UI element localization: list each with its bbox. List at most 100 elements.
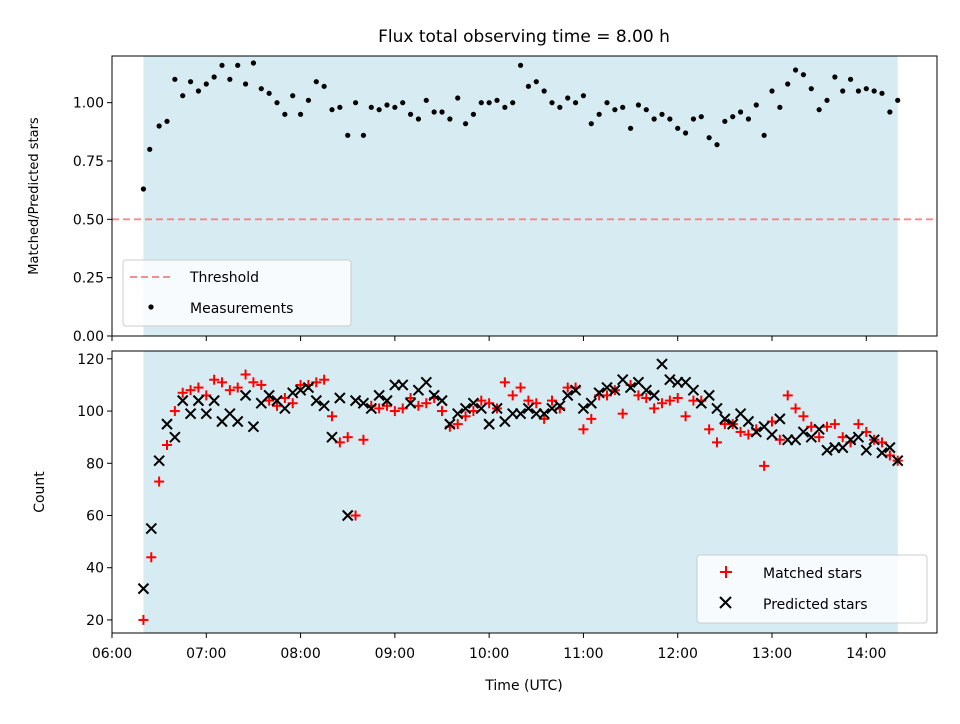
predicted-point	[585, 397, 597, 409]
measurement-point	[659, 111, 665, 117]
predicted-point	[892, 454, 904, 467]
measurement-point	[667, 116, 673, 122]
matched-point	[515, 382, 526, 393]
predicted-point	[381, 394, 393, 407]
measurement-point	[470, 111, 477, 117]
measurement-point	[785, 81, 791, 87]
predicted-point	[624, 381, 637, 394]
matched-point	[712, 437, 722, 448]
predicted-point	[145, 522, 157, 535]
bottom-legend: Matched stars Predicted stars	[696, 554, 928, 624]
measurement-point	[745, 116, 752, 122]
predicted-point	[200, 407, 212, 420]
matched-point	[162, 440, 172, 450]
measurement-point	[250, 60, 257, 66]
measurement-point	[510, 100, 516, 106]
predicted-point	[302, 381, 315, 394]
matched-point	[814, 432, 825, 443]
predicted-point	[177, 394, 189, 407]
predicted-point	[279, 402, 291, 415]
predicted-point	[656, 358, 668, 370]
measurement-point	[879, 90, 885, 96]
top-points	[140, 60, 901, 192]
measurement-point	[266, 90, 272, 96]
measurement-point	[337, 104, 343, 110]
predicted-point	[357, 397, 370, 409]
matched-point	[413, 400, 424, 411]
matched-point	[382, 400, 392, 411]
measurement-point	[753, 102, 759, 108]
matched-point	[476, 395, 487, 406]
measurement-point	[816, 107, 822, 113]
measurement-point	[800, 72, 807, 78]
measurement-point	[572, 100, 579, 106]
measurement-point	[887, 109, 893, 115]
bottom-y-tick-label: 80	[86, 456, 104, 472]
measurement-point	[777, 104, 783, 110]
predicted-points	[137, 358, 904, 595]
top-y-tick-label: 0.00	[73, 329, 104, 345]
measurement-point	[565, 95, 571, 101]
measurement-point	[627, 125, 634, 131]
bottom-x-tick-label: 07:00	[186, 646, 226, 662]
bottom-x-tick-label: 10:00	[469, 646, 509, 662]
predicted-point	[294, 384, 307, 396]
measurement-point	[274, 100, 280, 106]
predicted-point	[169, 431, 181, 443]
predicted-point	[232, 415, 244, 428]
predicted-point	[719, 413, 731, 425]
predicted-point	[326, 431, 338, 443]
measurement-point	[651, 116, 657, 122]
measurement-point	[714, 142, 720, 148]
matched-point	[468, 406, 479, 417]
predicted-point	[821, 444, 833, 456]
predicted-point	[703, 389, 715, 402]
matched-point	[146, 552, 157, 563]
predicted-point	[593, 387, 605, 399]
measurement-point	[180, 93, 186, 99]
top-axes-frame	[111, 55, 938, 337]
measurement-point	[612, 107, 618, 113]
bottom-x-tick-label: 14:00	[846, 646, 886, 662]
predicted-point	[797, 426, 810, 438]
measurement-point	[423, 97, 429, 103]
matched-point	[837, 432, 848, 443]
predicted-point	[459, 402, 472, 415]
measurement-point	[297, 111, 304, 117]
matched-point	[759, 460, 770, 471]
matched-point	[374, 403, 385, 414]
predicted-point	[876, 447, 888, 459]
predicted-point	[491, 402, 503, 415]
measurement-point	[769, 88, 775, 94]
matched-point	[319, 374, 330, 385]
measurement-point	[588, 121, 594, 127]
bottom-x-tick-label: 13:00	[752, 646, 792, 662]
measurement-point	[376, 107, 382, 113]
matched-point	[389, 406, 400, 417]
measurement-point	[737, 109, 744, 115]
matched-point	[704, 424, 715, 435]
predicted-point	[813, 423, 825, 436]
measurement-point	[635, 102, 642, 108]
x-axis-label: Time (UTC)	[484, 678, 562, 694]
matched-point	[782, 390, 793, 401]
bottom-y-tick-label: 20	[86, 613, 104, 629]
matched-point	[185, 385, 196, 396]
measurement-point	[847, 76, 854, 82]
measurement-point	[580, 93, 587, 99]
matched-points	[138, 369, 903, 625]
matched-point	[256, 379, 267, 390]
legend-measurements-swatch	[148, 304, 154, 310]
bottom-x-tick-label: 06:00	[92, 646, 132, 662]
predicted-point	[727, 418, 739, 430]
predicted-point	[884, 441, 896, 454]
matched-point	[460, 411, 471, 422]
measurement-point	[792, 67, 799, 73]
measurement-point	[400, 100, 406, 106]
matched-point	[248, 377, 259, 388]
measurement-point	[329, 107, 335, 113]
matched-point	[358, 434, 369, 445]
measurement-point	[682, 130, 689, 136]
measurement-point	[895, 97, 901, 103]
matched-point	[507, 390, 518, 401]
